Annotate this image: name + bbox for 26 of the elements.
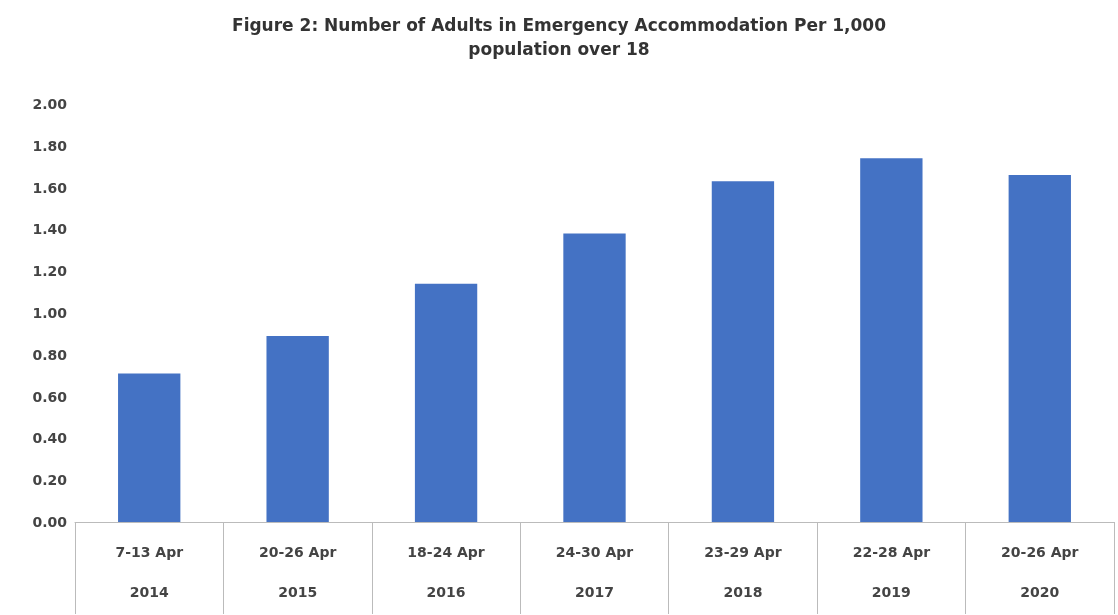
- bar: [414, 283, 478, 522]
- y-tick-label: 1.60: [32, 179, 68, 196]
- y-tick-label: 1.20: [32, 263, 68, 280]
- bar: [1008, 175, 1071, 522]
- y-tick-label: 0.60: [32, 388, 68, 405]
- category-label: 22-28 Apr 2019: [852, 544, 931, 600]
- category-label: 20-26 Apr 2015: [258, 544, 337, 600]
- bar: [860, 158, 923, 522]
- y-tick-label: 1.40: [32, 221, 68, 238]
- category-label: 23-29 Apr 2018: [704, 544, 782, 600]
- y-tick-label: 0.40: [32, 430, 68, 447]
- y-tick-label: 0.00: [32, 514, 68, 530]
- y-tick-label: 0.20: [32, 472, 68, 489]
- bar: [563, 233, 626, 522]
- category-label: 7-13 Apr 2014: [115, 544, 184, 600]
- bar: [711, 181, 775, 522]
- y-tick-label: 1.00: [32, 305, 68, 321]
- y-tick-label: 2.00: [32, 96, 68, 112]
- bar: [266, 335, 329, 522]
- category-label: 24-30 Apr 2017: [555, 544, 634, 600]
- chart-title: Figure 2: Number of Adults in Emergency Accommodation Per 1,000 population over 18: [232, 15, 887, 59]
- category-label: 20-26 Apr 2020: [1001, 544, 1079, 600]
- y-tick-label: 1.80: [32, 137, 68, 154]
- category-label: 18-24 Apr 2016: [407, 544, 485, 600]
- y-tick-label: 0.80: [32, 346, 68, 363]
- bar: [118, 373, 181, 522]
